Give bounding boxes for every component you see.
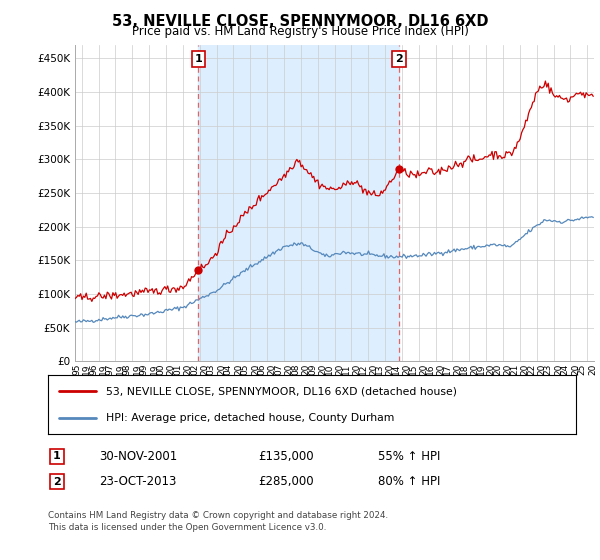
Text: 23-OCT-2013: 23-OCT-2013 bbox=[99, 475, 176, 488]
Bar bbox=[198, 45, 399, 361]
Text: 80% ↑ HPI: 80% ↑ HPI bbox=[378, 475, 440, 488]
Text: £135,000: £135,000 bbox=[258, 450, 314, 463]
Text: HPI: Average price, detached house, County Durham: HPI: Average price, detached house, Coun… bbox=[106, 413, 394, 423]
Text: 1: 1 bbox=[194, 54, 202, 64]
Text: 2: 2 bbox=[53, 477, 61, 487]
Text: 53, NEVILLE CLOSE, SPENNYMOOR, DL16 6XD: 53, NEVILLE CLOSE, SPENNYMOOR, DL16 6XD bbox=[112, 14, 488, 29]
Text: 2: 2 bbox=[395, 54, 403, 64]
Text: £285,000: £285,000 bbox=[258, 475, 314, 488]
Text: 1: 1 bbox=[53, 451, 61, 461]
Text: Price paid vs. HM Land Registry's House Price Index (HPI): Price paid vs. HM Land Registry's House … bbox=[131, 25, 469, 38]
Text: 30-NOV-2001: 30-NOV-2001 bbox=[99, 450, 177, 463]
Text: 53, NEVILLE CLOSE, SPENNYMOOR, DL16 6XD (detached house): 53, NEVILLE CLOSE, SPENNYMOOR, DL16 6XD … bbox=[106, 386, 457, 396]
Text: 55% ↑ HPI: 55% ↑ HPI bbox=[378, 450, 440, 463]
Text: Contains HM Land Registry data © Crown copyright and database right 2024.
This d: Contains HM Land Registry data © Crown c… bbox=[48, 511, 388, 531]
